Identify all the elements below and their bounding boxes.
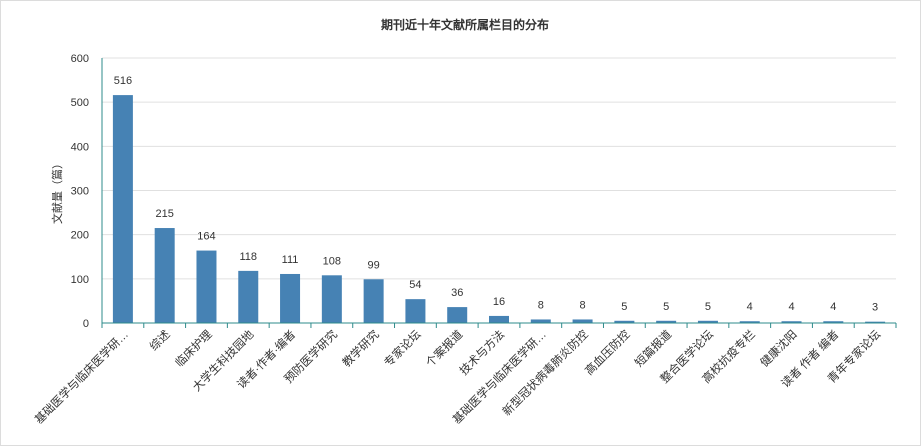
category-label: 临床护理 — [172, 327, 215, 370]
category-label: 教学研究 — [339, 327, 382, 370]
category-label: 基础医学与临床医学研… — [32, 327, 131, 426]
y-tick-label: 300 — [71, 186, 89, 198]
data-label: 8 — [580, 299, 586, 311]
bar[interactable] — [321, 275, 342, 323]
bar[interactable] — [572, 319, 593, 323]
chart-title: 期刊近十年文献所属栏目的分布 — [381, 17, 549, 32]
bar[interactable] — [697, 320, 718, 323]
bar[interactable] — [865, 321, 886, 323]
bar[interactable] — [447, 307, 468, 323]
y-axis-label: 文献量（篇） — [50, 158, 64, 224]
y-axis-ticks: 0 100 200 300 400 500 600 — [71, 53, 89, 330]
bar[interactable] — [530, 319, 551, 323]
bar[interactable] — [823, 321, 844, 323]
bar[interactable] — [739, 321, 760, 323]
category-label: 短篇报道 — [632, 327, 675, 370]
category-label: 健康沈阳 — [757, 327, 799, 369]
y-tick-label: 400 — [71, 141, 89, 153]
data-label: 3 — [872, 302, 878, 314]
bar[interactable] — [656, 320, 677, 323]
data-label: 4 — [788, 301, 794, 313]
data-label: 164 — [197, 231, 215, 243]
bar[interactable] — [614, 320, 635, 323]
grid-lines — [102, 57, 896, 280]
y-tick-label: 0 — [83, 318, 89, 330]
bar[interactable] — [196, 250, 217, 323]
data-label: 111 — [282, 254, 299, 266]
data-label: 5 — [705, 301, 711, 313]
bar[interactable] — [781, 321, 802, 323]
data-label: 5 — [621, 301, 627, 313]
y-tick-label: 100 — [71, 274, 89, 286]
data-label: 4 — [747, 301, 753, 313]
bars — [112, 95, 886, 323]
bar[interactable] — [112, 95, 133, 323]
data-label: 16 — [493, 296, 505, 308]
data-label: 516 — [114, 75, 132, 87]
category-label: 综述 — [147, 327, 174, 354]
bar[interactable] — [154, 228, 175, 323]
data-label: 54 — [409, 279, 421, 291]
data-label: 4 — [830, 301, 836, 313]
y-tick-label: 200 — [71, 230, 89, 242]
bar[interactable] — [489, 315, 509, 323]
data-label: 108 — [323, 255, 341, 267]
data-label: 36 — [451, 287, 463, 299]
bar[interactable] — [363, 279, 384, 323]
x-axis — [101, 58, 897, 328]
data-label: 8 — [538, 299, 544, 311]
bar[interactable] — [238, 270, 259, 323]
category-label: 专家论坛 — [381, 327, 424, 370]
y-tick-label: 500 — [71, 97, 89, 109]
data-label: 99 — [368, 259, 380, 271]
data-label: 118 — [239, 251, 257, 263]
data-label: 5 — [663, 301, 669, 313]
category-label: 高血压防控 — [582, 327, 633, 378]
category-label: 个案报道 — [423, 327, 466, 370]
data-label: 215 — [156, 208, 174, 220]
bar[interactable] — [280, 273, 301, 323]
y-tick-label: 600 — [71, 53, 89, 65]
bar[interactable] — [405, 299, 426, 323]
